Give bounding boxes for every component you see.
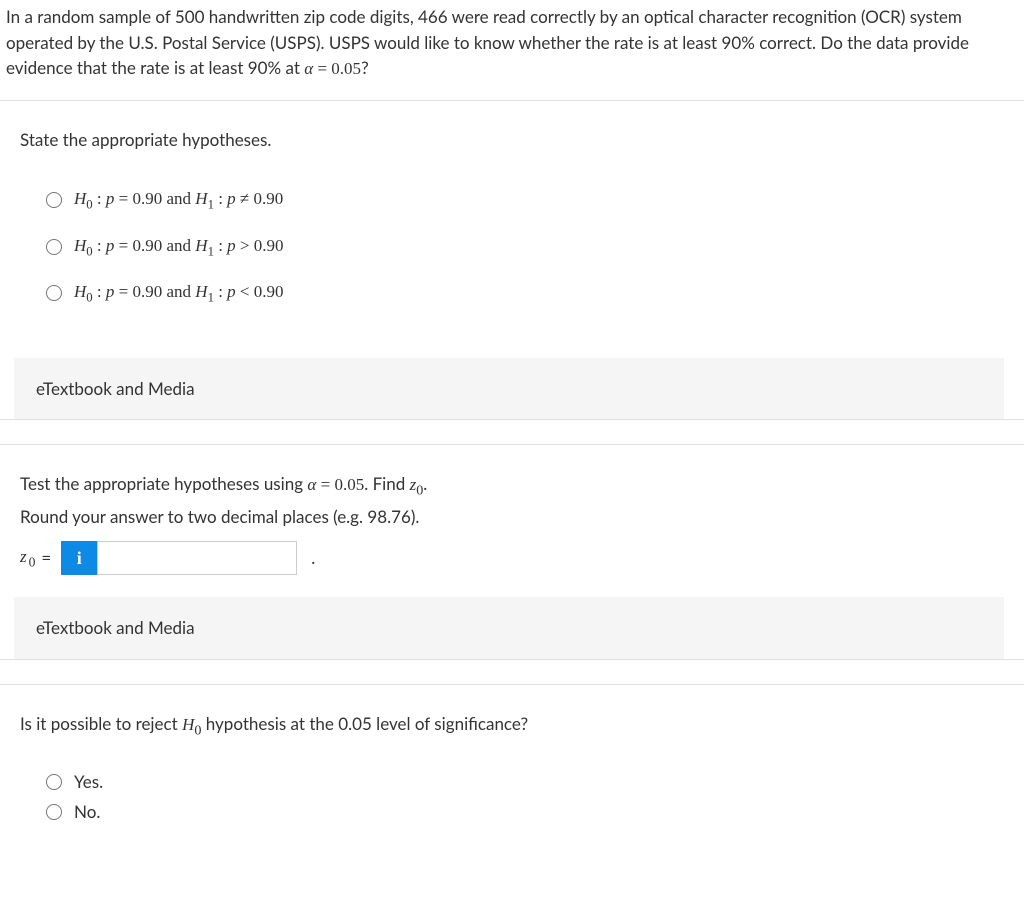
- radio-input[interactable]: [46, 192, 62, 208]
- etextbook-label: eTextbook and Media: [36, 617, 195, 638]
- part1-section: State the appropriate hypotheses. H0 : p…: [0, 100, 1024, 421]
- question-intro: In a random sample of 500 handwritten zi…: [0, 0, 1024, 100]
- etextbook-media-link[interactable]: eTextbook and Media: [14, 597, 1004, 659]
- radio-input[interactable]: [46, 804, 62, 820]
- z0-input-row: z0 = i .: [20, 541, 1004, 575]
- option-label: No.: [74, 799, 100, 825]
- radio-input[interactable]: [46, 774, 62, 790]
- option-label: H0 : p = 0.90 and H1 : p > 0.90: [74, 233, 284, 262]
- question-container: In a random sample of 500 handwritten zi…: [0, 0, 1024, 824]
- option-label: Yes.: [74, 769, 103, 795]
- z0-var-label: z0: [20, 543, 35, 573]
- etextbook-label: eTextbook and Media: [36, 378, 195, 399]
- info-icon[interactable]: i: [61, 541, 97, 575]
- intro-text: In a random sample of 500 handwritten zi…: [6, 6, 969, 78]
- part3-section: Is it possible to reject H0 hypothesis a…: [0, 684, 1024, 825]
- part2-section: Test the appropriate hypotheses using α …: [0, 444, 1024, 660]
- part3-options: Yes. No.: [20, 769, 1004, 824]
- radio-input[interactable]: [46, 239, 62, 255]
- no-option[interactable]: No.: [46, 799, 1004, 825]
- hypothesis-option[interactable]: H0 : p = 0.90 and H1 : p < 0.90: [46, 279, 1004, 308]
- part2-prompt: Test the appropriate hypotheses using α …: [20, 471, 1004, 502]
- option-label: H0 : p = 0.90 and H1 : p ≠ 0.90: [74, 186, 283, 215]
- z0-input[interactable]: [97, 541, 297, 575]
- trailing-period: .: [311, 545, 315, 571]
- hypothesis-option[interactable]: H0 : p = 0.90 and H1 : p ≠ 0.90: [46, 186, 1004, 215]
- radio-input[interactable]: [46, 285, 62, 301]
- part1-prompt: State the appropriate hypotheses.: [20, 127, 1004, 153]
- hypothesis-option[interactable]: H0 : p = 0.90 and H1 : p > 0.90: [46, 233, 1004, 262]
- yes-option[interactable]: Yes.: [46, 769, 1004, 795]
- etextbook-media-link[interactable]: eTextbook and Media: [14, 358, 1004, 420]
- part2-subprompt: Round your answer to two decimal places …: [20, 504, 1004, 530]
- part3-prompt: Is it possible to reject H0 hypothesis a…: [20, 711, 1004, 742]
- option-label: H0 : p = 0.90 and H1 : p < 0.90: [74, 279, 284, 308]
- part1-options: H0 : p = 0.90 and H1 : p ≠ 0.90 H0 : p =…: [20, 186, 1004, 308]
- equals-sign: =: [41, 545, 51, 571]
